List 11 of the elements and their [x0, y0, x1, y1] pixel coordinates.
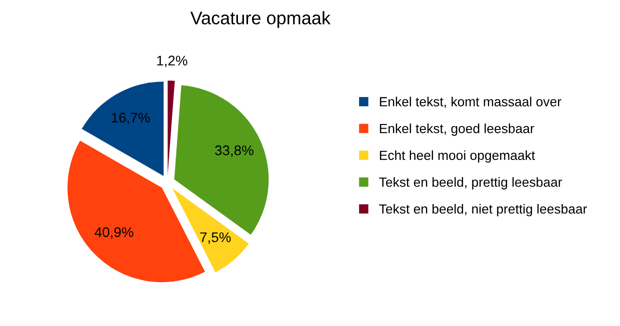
legend-label: Enkel tekst, komt massaal over — [380, 96, 562, 108]
legend-label: Tekst en beeld, niet prettig leesbaar — [379, 204, 587, 216]
legend-label: Enkel tekst, goed leesbaar — [380, 124, 534, 136]
data-label: 16,7% — [112, 112, 150, 124]
legend-label: Tekst en beeld, prettig leesbaar — [379, 177, 562, 190]
legend-label: Echt heel mooi opgemaakt — [380, 150, 535, 163]
data-label: 33,8% — [215, 145, 254, 157]
data-label: 1,2% — [157, 56, 188, 68]
data-label: 40,9% — [94, 227, 134, 239]
chart-title: Vacature opmaak — [190, 11, 331, 28]
data-label: 7,5% — [200, 232, 231, 244]
